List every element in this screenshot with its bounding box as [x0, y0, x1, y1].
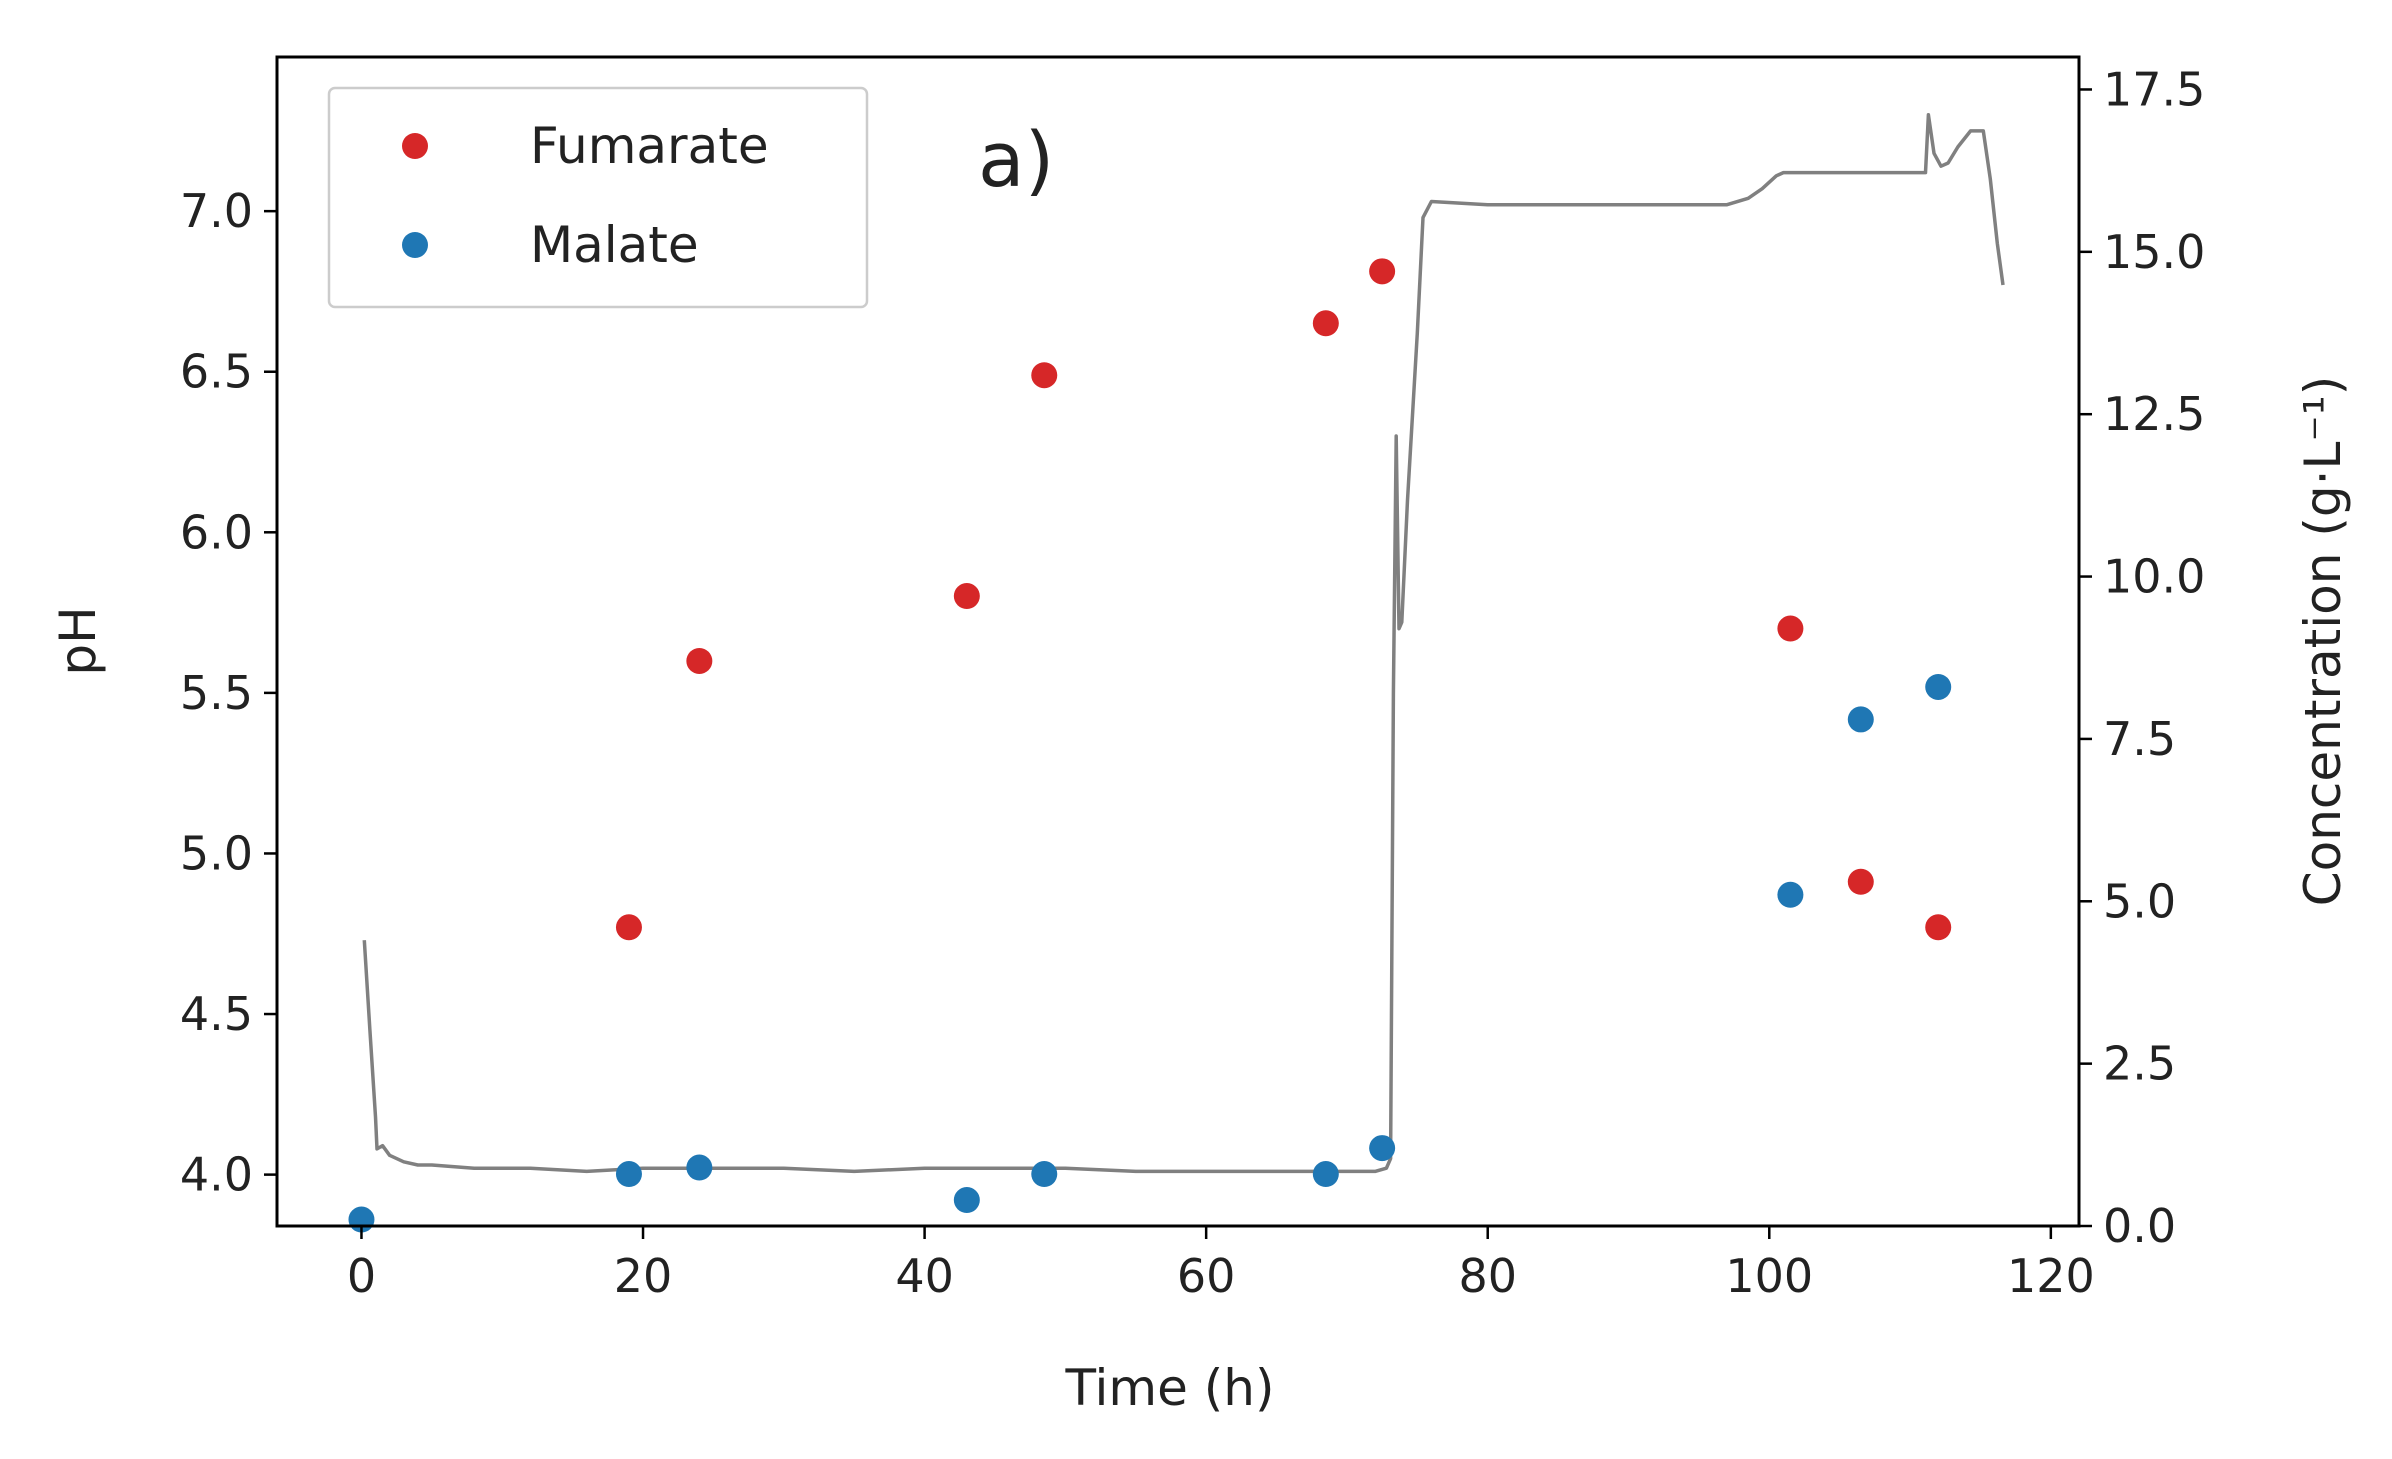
fumarate-point	[1369, 258, 1396, 285]
points-layer	[348, 258, 1952, 1233]
malate-point	[686, 1154, 713, 1181]
y-right-tick-label: 17.5	[2103, 62, 2205, 116]
malate-point	[1369, 1135, 1396, 1162]
ph-line-layer	[362, 113, 2005, 1174]
fumarate-point	[686, 647, 713, 674]
x-tick-label: 100	[1725, 1249, 1813, 1303]
x-tick-label: 20	[614, 1249, 673, 1303]
x-tick-label: 80	[1458, 1249, 1517, 1303]
ph-line	[362, 113, 2005, 1174]
y-left-tick-label: 5.0	[180, 826, 253, 880]
y-left-tick-label: 6.0	[180, 505, 253, 559]
y-right-axis-title: Concentration (g·L⁻¹)	[2294, 376, 2352, 907]
y-left-tick-label: 7.0	[180, 184, 253, 238]
x-tick-label: 40	[895, 1249, 954, 1303]
plot-frame	[275, 55, 2081, 1228]
y-right-tick-label: 2.5	[2103, 1037, 2176, 1091]
malate-point	[1031, 1161, 1058, 1188]
x-tick-label: 0	[347, 1249, 376, 1303]
legend-fumarate-marker	[402, 133, 428, 159]
malate-point	[1312, 1161, 1339, 1188]
legend-box	[327, 86, 869, 309]
y-right-axis-ticks: 0.0 2.5 5.0 7.5 10.0 12.5 15.0 17.5	[2079, 62, 2205, 1253]
malate-point	[1925, 673, 1952, 700]
fumarate-point	[1031, 362, 1058, 389]
fumarate-point	[1312, 310, 1339, 337]
fumarate-point	[1925, 914, 1952, 941]
x-axis-title: Time (h)	[1065, 1359, 1275, 1417]
y-right-tick-label: 5.0	[2103, 874, 2176, 928]
fumarate-point	[1847, 868, 1874, 895]
y-left-axis-title: pH	[49, 606, 107, 675]
x-tick-label: 120	[2007, 1249, 2095, 1303]
fumarate-point	[615, 914, 642, 941]
x-tick-label: 60	[1177, 1249, 1236, 1303]
malate-point	[615, 1161, 642, 1188]
x-axis-ticks: 0 20 40 60 80 100 120	[347, 1226, 2095, 1303]
panel-label: a)	[978, 115, 1054, 204]
y-right-tick-label: 7.5	[2103, 712, 2176, 766]
y-left-tick-label: 6.5	[180, 345, 253, 399]
fumarate-point	[1777, 615, 1804, 642]
y-left-tick-label: 4.5	[180, 987, 253, 1041]
y-left-axis-ticks: 4.0 4.5 5.0 5.5 6.0 6.5 7.0	[180, 184, 277, 1202]
y-right-tick-label: 0.0	[2103, 1199, 2176, 1253]
legend-fumarate-label: Fumarate	[530, 117, 769, 175]
malate-point	[1777, 881, 1804, 908]
y-right-tick-label: 10.0	[2103, 550, 2205, 604]
legend-malate-label: Malate	[530, 216, 699, 274]
legend-malate-marker	[402, 232, 428, 258]
malate-point	[1847, 706, 1874, 733]
y-left-tick-label: 5.5	[180, 666, 253, 720]
fumarate-point	[953, 583, 980, 610]
y-right-tick-label: 12.5	[2103, 387, 2205, 441]
y-right-tick-label: 15.0	[2103, 225, 2205, 279]
y-left-tick-label: 4.0	[180, 1148, 253, 1202]
malate-point	[953, 1187, 980, 1214]
legend: Fumarate Malate	[327, 86, 869, 309]
